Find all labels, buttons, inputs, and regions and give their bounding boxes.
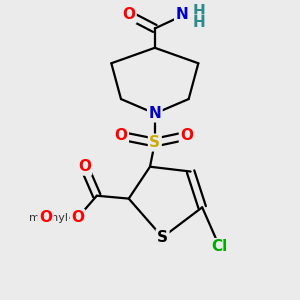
Text: O: O <box>122 8 135 22</box>
Text: methyl: methyl <box>29 213 68 223</box>
Text: O: O <box>78 159 91 174</box>
Text: H: H <box>193 4 205 19</box>
Text: H: H <box>193 15 205 30</box>
Text: S: S <box>157 230 168 245</box>
Text: O: O <box>71 210 84 225</box>
Text: O: O <box>115 128 128 143</box>
Text: N: N <box>176 8 188 22</box>
Text: N: N <box>148 106 161 121</box>
Text: O: O <box>39 210 52 225</box>
Text: O: O <box>180 128 193 143</box>
Text: S: S <box>149 135 160 150</box>
Text: Cl: Cl <box>212 239 228 254</box>
